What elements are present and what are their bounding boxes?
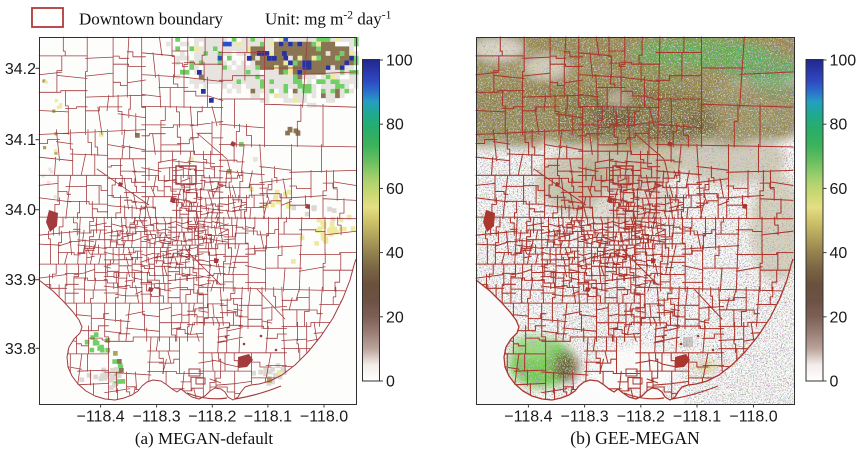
svg-text:34.0: 34.0 (5, 202, 36, 219)
svg-text:−118.1: −118.1 (673, 409, 721, 426)
svg-text:0: 0 (386, 374, 395, 391)
svg-text:−118.0: −118.0 (300, 409, 348, 426)
svg-text:100: 100 (386, 53, 413, 70)
svg-text:Unit: mg m-2 day-1: Unit: mg m-2 day-1 (265, 10, 392, 29)
svg-text:34.1: 34.1 (5, 132, 36, 149)
svg-text:−118.4: −118.4 (504, 409, 552, 426)
svg-text:−118.3: −118.3 (560, 409, 608, 426)
svg-text:100: 100 (830, 53, 857, 70)
svg-text:−118.3: −118.3 (132, 409, 180, 426)
svg-text:80: 80 (386, 117, 404, 134)
svg-text:−118.4: −118.4 (76, 409, 124, 426)
svg-text:−118.2: −118.2 (188, 409, 236, 426)
svg-text:−118.2: −118.2 (617, 409, 665, 426)
svg-text:−118.0: −118.0 (729, 409, 777, 426)
svg-text:34.2: 34.2 (5, 61, 36, 78)
svg-text:(a) MEGAN-default: (a) MEGAN-default (135, 429, 274, 448)
svg-text:−118.1: −118.1 (244, 409, 292, 426)
svg-text:60: 60 (830, 181, 848, 198)
svg-text:40: 40 (386, 245, 404, 262)
svg-text:20: 20 (830, 309, 848, 326)
svg-text:40: 40 (830, 245, 848, 262)
svg-text:20: 20 (386, 309, 404, 326)
svg-text:60: 60 (386, 181, 404, 198)
svg-text:(b) GEE-MEGAN: (b) GEE-MEGAN (570, 428, 700, 448)
svg-text:33.8: 33.8 (5, 341, 36, 358)
svg-text:33.9: 33.9 (5, 272, 36, 289)
svg-text:0: 0 (830, 374, 839, 391)
svg-text:Downtown boundary: Downtown boundary (79, 10, 224, 29)
svg-text:80: 80 (830, 117, 848, 134)
